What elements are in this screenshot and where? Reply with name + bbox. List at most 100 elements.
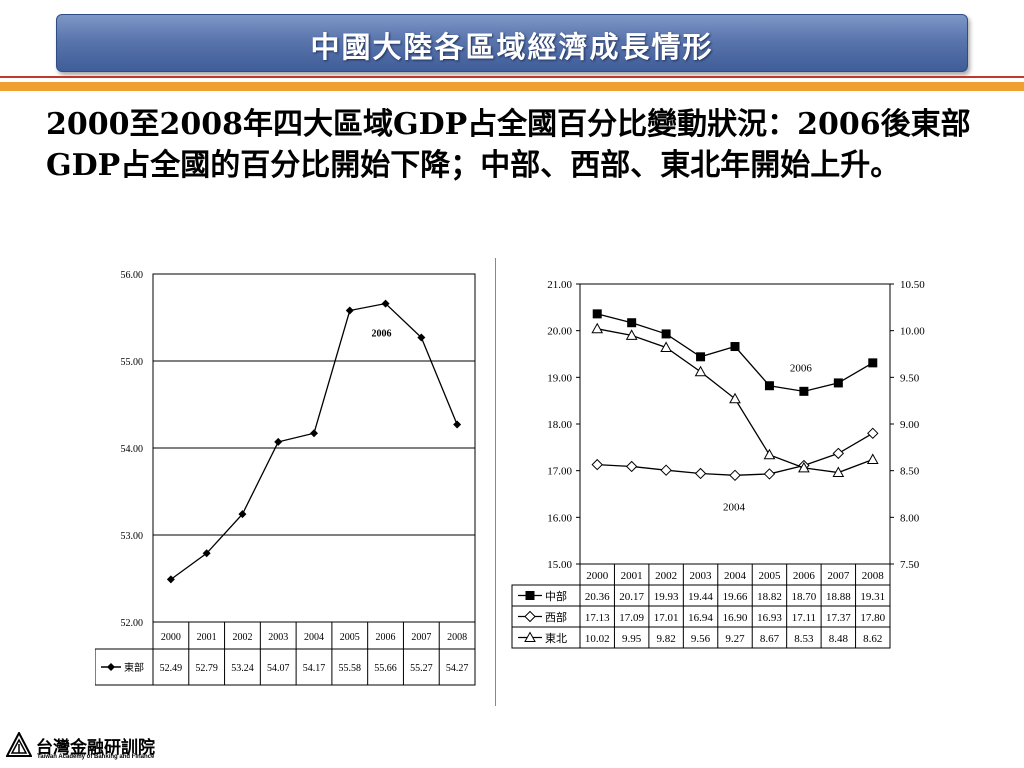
data-label: 54.07 [267,663,290,674]
title-bar: 中國大陸各區域經濟成長情形 [56,14,968,72]
data-label: 8.67 [760,633,780,645]
data-label: 9.56 [691,633,711,645]
x-tick-label: 2003 [690,570,713,582]
x-tick-label: 2002 [232,632,252,643]
data-label: 18.82 [757,591,782,603]
data-label: 54.27 [446,663,469,674]
x-tick-label: 2005 [340,632,360,643]
data-point [310,429,318,438]
data-label: 19.44 [688,591,713,603]
x-tick-label: 2001 [197,632,217,643]
data-point [832,447,845,460]
data-label: 18.70 [792,591,817,603]
data-point [238,510,247,519]
y-right-tick-label: 10.50 [900,279,925,291]
data-point [592,309,602,319]
data-label: 55.58 [339,663,362,674]
y-tick-label: 56.00 [121,270,144,281]
data-label: 55.27 [410,663,433,674]
y-right-tick-label: 8.50 [900,466,920,478]
data-point [763,468,776,480]
data-point [868,358,878,368]
legend-label: 中部 [545,589,567,603]
data-point [591,322,604,334]
data-table [152,621,476,686]
data-label: 16.93 [757,612,782,624]
legend-label: 東部 [124,661,144,674]
data-label: 9.82 [656,633,675,645]
data-point [274,437,283,446]
plot-area [579,283,891,565]
x-tick-label: 2000 [161,632,181,643]
data-label: 19.66 [723,591,748,603]
data-label: 9.95 [622,633,642,645]
data-label: 9.27 [725,633,745,645]
x-tick-label: 2006 [793,570,816,582]
data-point [202,549,211,558]
data-label: 17.13 [585,612,610,624]
data-label: 8.62 [863,633,882,645]
data-point [833,378,843,388]
y-tick-label: 52.00 [121,618,144,629]
y-tick-label: 54.00 [121,444,144,455]
y-tick-label: 55.00 [121,357,144,368]
y-right-tick-label: 10.00 [900,326,925,338]
slide-heading: 2000至2008年四大區域GDP占全國百分比變動狀況：2006後東部GDP占全… [46,107,971,183]
data-point [730,342,740,352]
data-label: 53.24 [231,663,254,674]
y-left-tick-label: 16.00 [547,512,572,524]
x-tick-label: 2004 [724,570,747,582]
x-tick-label: 2006 [376,632,396,643]
data-point [729,392,741,404]
y-right-tick-label: 7.50 [900,559,920,571]
data-point [866,453,879,464]
y-right-tick-label: 9.50 [900,372,920,384]
y-left-tick-label: 21.00 [547,279,572,291]
data-label: 20.36 [585,591,610,603]
data-label: 20.17 [619,591,644,603]
data-label: 17.37 [826,612,851,624]
data-point [166,575,175,584]
data-point [345,306,354,315]
annotation-2006: 2006 [790,362,813,374]
x-tick-label: 2001 [621,570,643,582]
y-left-tick-label: 15.00 [547,559,572,571]
data-point [660,341,672,352]
org-name: 台灣金融研訓院 [36,738,155,758]
legend-label: 西部 [545,610,567,624]
x-tick-label: 2003 [268,632,288,643]
data-label: 8.53 [794,633,814,645]
legend-marker [524,610,536,623]
data-point [799,386,809,396]
data-point [696,352,706,362]
data-label: 8.48 [829,633,849,645]
data-point [627,318,637,328]
x-tick-label: 2002 [655,570,677,582]
data-label: 19.93 [654,591,679,603]
data-point [867,427,879,440]
header-rule-orange [0,82,1024,91]
data-point [591,458,603,471]
data-point [625,329,638,340]
data-point [798,461,810,473]
x-tick-label: 2008 [862,570,885,582]
data-point [625,460,638,473]
data-label: 17.80 [860,612,885,624]
x-tick-label: 2005 [758,570,781,582]
org-subtitle: Taiwan Academy of Banking and Finance [37,754,155,760]
annotation-2006: 2006 [372,329,392,340]
data-point [661,329,671,339]
y-left-tick-label: 20.00 [547,326,572,338]
data-point [729,469,741,482]
data-point [832,466,845,478]
regions-chart: 15.00 16.00 17.00 18.00 19.00 20.00 21.00 7.50 8… [511,279,925,649]
y-left-tick-label: 18.00 [547,419,572,431]
chart-divider [495,258,496,706]
data-label: 17.11 [792,612,816,624]
annotation-2004: 2004 [723,501,746,513]
x-tick-label: 2000 [586,570,609,582]
page-title: 中國大陸各區域經濟成長情形 [310,30,714,64]
data-point [453,420,462,429]
data-label: 16.90 [723,612,748,624]
data-point [763,448,776,460]
